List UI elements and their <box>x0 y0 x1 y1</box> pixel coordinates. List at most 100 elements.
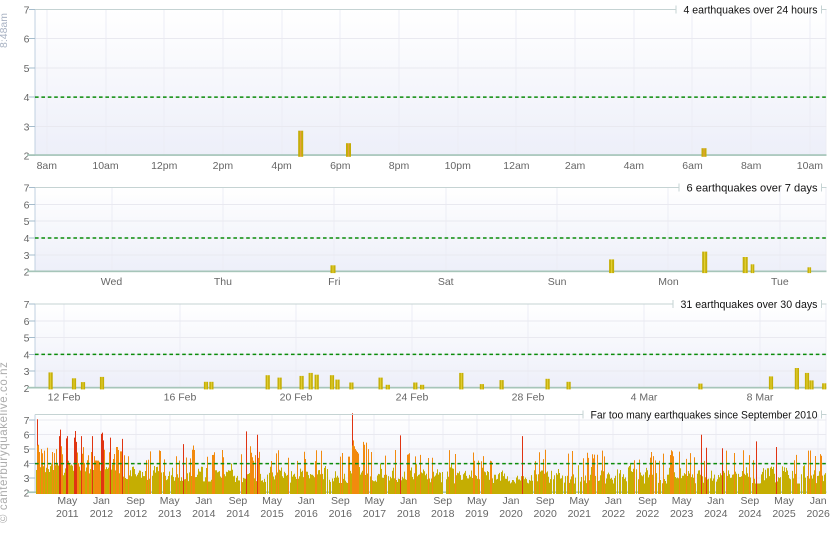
svg-text:May: May <box>467 495 488 507</box>
svg-text:28 Feb: 28 Feb <box>512 392 545 404</box>
svg-text:Jan: Jan <box>195 495 212 507</box>
svg-text:6: 6 <box>24 316 30 328</box>
svg-text:5: 5 <box>24 63 30 75</box>
svg-text:Jan: Jan <box>93 495 110 507</box>
svg-text:2016: 2016 <box>329 508 353 520</box>
svg-text:Sep: Sep <box>229 495 248 507</box>
svg-text:May: May <box>569 495 590 507</box>
svg-text:Mon: Mon <box>658 276 679 288</box>
svg-text:2015: 2015 <box>260 508 284 520</box>
svg-text:2018: 2018 <box>431 508 455 520</box>
svg-text:2024: 2024 <box>704 508 728 520</box>
svg-text:4am: 4am <box>624 160 645 172</box>
svg-text:20 Feb: 20 Feb <box>280 392 313 404</box>
svg-text:12pm: 12pm <box>151 160 178 172</box>
svg-text:Sep: Sep <box>331 495 350 507</box>
svg-text:Fri: Fri <box>328 276 340 288</box>
svg-text:10am: 10am <box>797 160 824 172</box>
svg-text:6pm: 6pm <box>330 160 351 172</box>
svg-text:8am: 8am <box>741 160 762 172</box>
svg-text:2017: 2017 <box>363 508 387 520</box>
svg-text:2pm: 2pm <box>213 160 234 172</box>
svg-text:Tue: Tue <box>771 276 789 288</box>
svg-text:May: May <box>57 495 78 507</box>
svg-text:2: 2 <box>24 267 30 279</box>
svg-text:2011: 2011 <box>56 508 79 520</box>
svg-text:Jan: Jan <box>400 495 417 507</box>
svg-text:3: 3 <box>24 473 30 485</box>
svg-text:16 Feb: 16 Feb <box>164 392 197 404</box>
svg-text:7: 7 <box>24 299 30 311</box>
svg-text:2: 2 <box>24 488 30 500</box>
svg-text:Sep: Sep <box>433 495 452 507</box>
svg-text:© canterburyquakelive.co.nz: © canterburyquakelive.co.nz <box>0 362 10 523</box>
svg-text:Thu: Thu <box>214 276 232 288</box>
svg-text:2016: 2016 <box>295 508 319 520</box>
svg-text:8:48am: 8:48am <box>0 13 10 48</box>
svg-text:4: 4 <box>24 92 30 104</box>
svg-text:2021: 2021 <box>568 508 592 520</box>
svg-text:8 Mar: 8 Mar <box>747 392 774 404</box>
svg-text:Sat: Sat <box>438 276 454 288</box>
svg-text:10pm: 10pm <box>445 160 472 172</box>
svg-text:Far too many earthquakes since: Far too many earthquakes since September… <box>591 410 818 422</box>
svg-text:4: 4 <box>24 233 30 245</box>
svg-text:6am: 6am <box>682 160 703 172</box>
svg-text:4 Mar: 4 Mar <box>631 392 658 404</box>
svg-text:4 earthquakes over 24 hours: 4 earthquakes over 24 hours <box>684 5 818 17</box>
svg-text:May: May <box>365 495 386 507</box>
svg-text:Wed: Wed <box>101 276 123 288</box>
svg-text:2019: 2019 <box>465 508 489 520</box>
svg-text:2013: 2013 <box>158 508 182 520</box>
svg-text:12 Feb: 12 Feb <box>48 392 81 404</box>
svg-text:5: 5 <box>24 444 30 456</box>
svg-text:Jan: Jan <box>605 495 622 507</box>
svg-text:3: 3 <box>24 250 30 262</box>
svg-text:5: 5 <box>24 333 30 345</box>
svg-text:6 earthquakes over 7 days: 6 earthquakes over 7 days <box>687 182 819 194</box>
svg-text:4: 4 <box>24 349 30 361</box>
svg-text:5: 5 <box>24 216 30 228</box>
svg-text:7: 7 <box>24 182 30 194</box>
svg-text:24 Feb: 24 Feb <box>396 392 429 404</box>
svg-text:Sep: Sep <box>638 495 657 507</box>
svg-text:8pm: 8pm <box>389 160 410 172</box>
svg-text:3: 3 <box>24 121 30 133</box>
svg-text:10am: 10am <box>92 160 119 172</box>
svg-text:2: 2 <box>24 383 30 395</box>
svg-text:2024: 2024 <box>738 508 762 520</box>
svg-text:2014: 2014 <box>226 508 250 520</box>
svg-text:2014: 2014 <box>192 508 216 520</box>
svg-text:2022: 2022 <box>636 508 660 520</box>
svg-text:2: 2 <box>24 151 30 163</box>
svg-text:2025: 2025 <box>772 508 796 520</box>
svg-text:2023: 2023 <box>670 508 694 520</box>
svg-text:May: May <box>672 495 693 507</box>
svg-text:2020: 2020 <box>499 508 523 520</box>
svg-text:4: 4 <box>24 459 30 471</box>
svg-text:Sep: Sep <box>126 495 145 507</box>
svg-text:2012: 2012 <box>124 508 148 520</box>
svg-text:Jan: Jan <box>503 495 520 507</box>
svg-text:Jan: Jan <box>707 495 724 507</box>
svg-text:6: 6 <box>24 199 30 211</box>
svg-text:2026: 2026 <box>806 508 830 520</box>
svg-text:Sep: Sep <box>741 495 760 507</box>
svg-text:6: 6 <box>24 430 30 442</box>
svg-text:7: 7 <box>24 5 30 17</box>
svg-text:May: May <box>774 495 795 507</box>
svg-text:Sun: Sun <box>548 276 567 288</box>
svg-text:May: May <box>262 495 283 507</box>
svg-text:2020: 2020 <box>533 508 557 520</box>
svg-text:2022: 2022 <box>602 508 626 520</box>
svg-text:Sep: Sep <box>536 495 555 507</box>
svg-text:4pm: 4pm <box>271 160 292 172</box>
svg-text:7: 7 <box>24 415 30 427</box>
svg-text:6: 6 <box>24 34 30 46</box>
svg-text:Jan: Jan <box>810 495 827 507</box>
svg-text:2am: 2am <box>565 160 586 172</box>
svg-text:31 earthquakes over 30 days: 31 earthquakes over 30 days <box>681 299 818 311</box>
svg-text:2018: 2018 <box>397 508 421 520</box>
svg-text:Jan: Jan <box>298 495 315 507</box>
svg-text:8am: 8am <box>37 160 58 172</box>
